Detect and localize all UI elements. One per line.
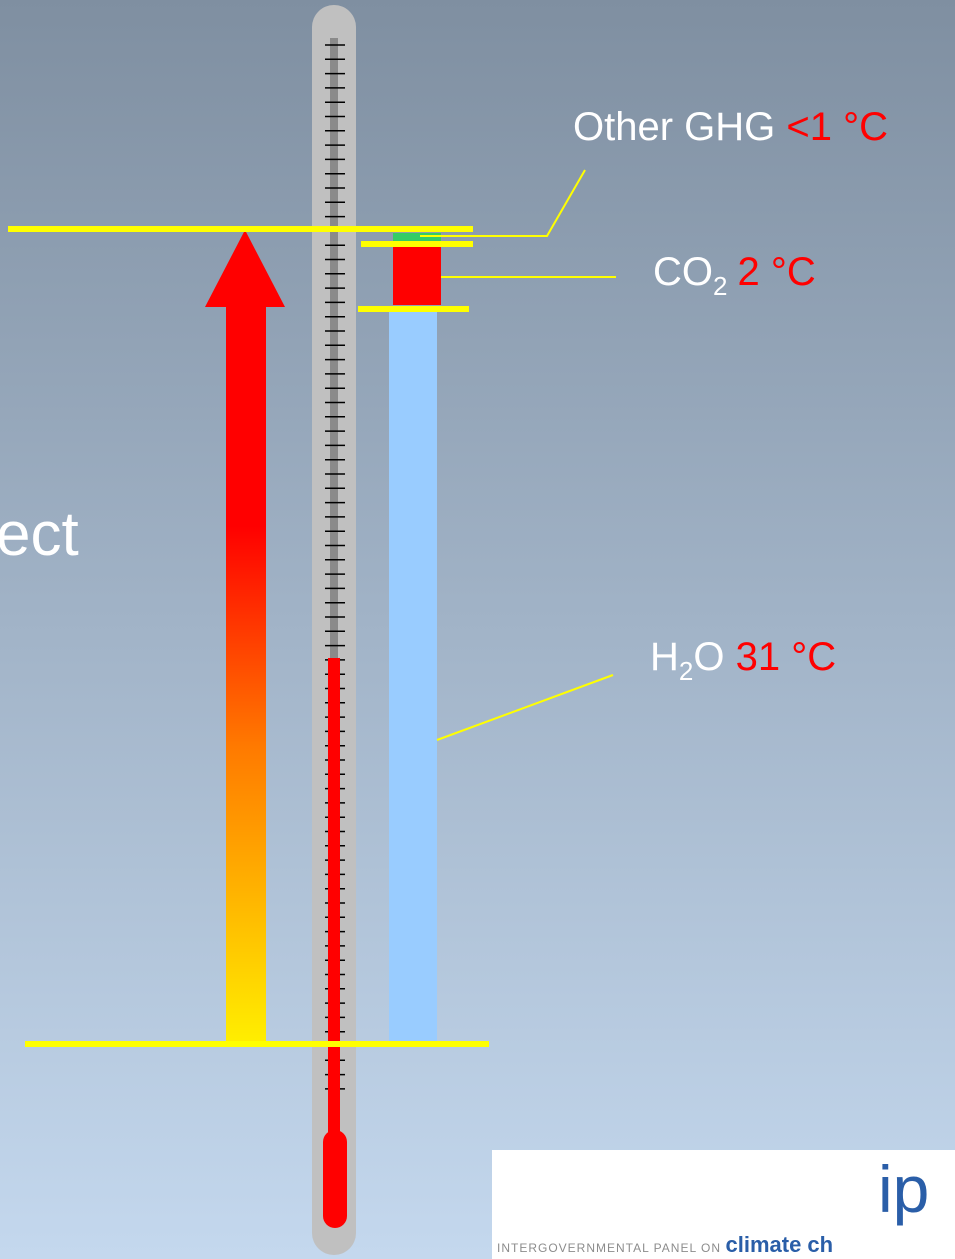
co2-label: CO2 2 °C <box>653 250 816 301</box>
gas-subscript: 2 <box>679 656 693 686</box>
leader-line <box>436 674 614 741</box>
title-fragment: ect <box>0 500 79 569</box>
gas-value: <1 °C <box>786 105 888 149</box>
gas-value: 2 °C <box>737 250 815 294</box>
gas-name: CO <box>653 250 713 294</box>
level-line <box>361 241 473 247</box>
level-line <box>25 1041 489 1047</box>
gas-name: H <box>650 635 679 679</box>
arrow-shaft <box>226 305 266 1042</box>
other-ghg-label: Other GHG <1 °C <box>573 105 888 149</box>
mercury <box>328 658 340 1178</box>
gas-name: Other GHG <box>573 105 775 149</box>
h2o-label: H2O 31 °C <box>650 635 836 686</box>
co2-bar <box>393 247 441 305</box>
logo-panel <box>492 1150 955 1259</box>
level-line <box>8 226 473 232</box>
logo-mark: ip <box>878 1152 929 1226</box>
gas-value: 31 °C <box>736 635 837 679</box>
logo-tagline: INTERGOVERNMENTAL PANEL ON climate ch <box>497 1232 833 1257</box>
other-ghg-bar <box>393 233 441 241</box>
gas-name-end: O <box>693 635 724 679</box>
level-line <box>358 306 469 312</box>
gas-subscript: 2 <box>713 271 727 301</box>
arrow-head <box>205 230 285 307</box>
tagline-emphasis: climate ch <box>725 1232 833 1257</box>
mercury-bulb <box>323 1130 347 1228</box>
leader-line <box>420 169 586 237</box>
tagline: INTERGOVERNMENTAL PANEL ON <box>497 1241 721 1255</box>
h2o-bar <box>389 310 437 1044</box>
